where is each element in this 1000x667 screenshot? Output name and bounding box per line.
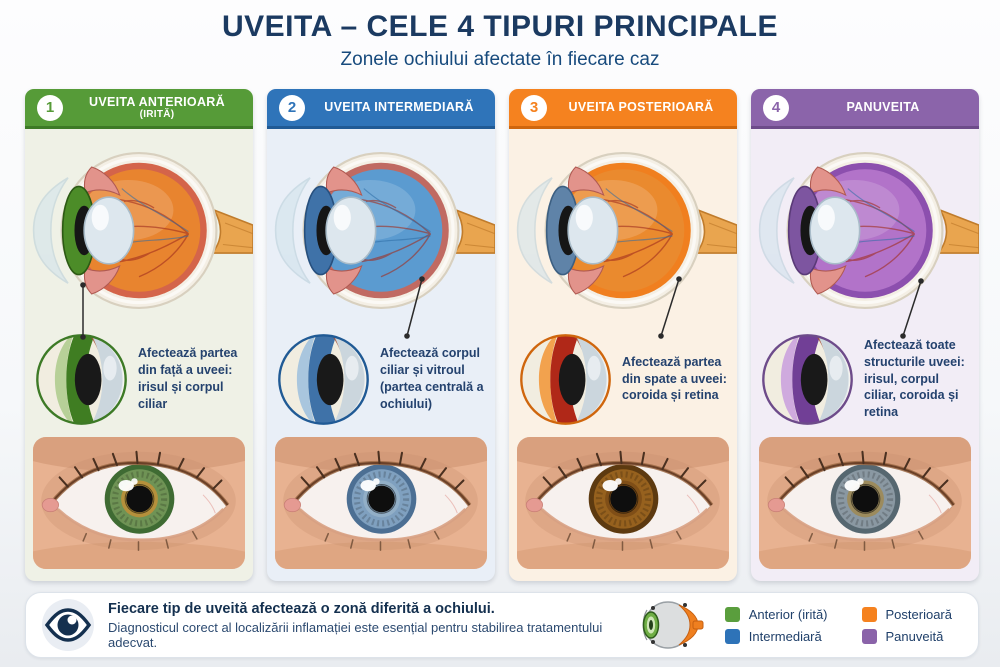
- footer-texts: Fiecare tip de uveită afectează o zonă d…: [108, 601, 627, 650]
- eye-cross-section-icon: [751, 139, 979, 322]
- card-header: 3 UVEITA POSTERIOARĂ: [509, 89, 737, 129]
- legend-label: Posterioară: [885, 606, 952, 622]
- eye-cross-section-icon: [25, 139, 253, 322]
- card-uveita-intermediara: 2 UVEITA INTERMEDIARĂ Afectează corpul c…: [267, 89, 495, 581]
- eye-photo: [33, 437, 245, 569]
- legend-label: Panuveită: [885, 628, 944, 644]
- legend-item-intermediara: Intermediară: [724, 628, 828, 644]
- zoom-detail-circle-icon: [760, 332, 855, 427]
- zoom-detail-circle-icon: [34, 332, 129, 427]
- card-description: Afectează corpul ciliar și vitroul (part…: [380, 346, 484, 411]
- eye-cross-section-icon: [267, 139, 495, 322]
- legend-item-anterior: Anterior (irită): [724, 606, 828, 622]
- card-uveita-anterioara: 1 UVEITA ANTERIOARĂ (IRITĂ) Afectează pa…: [25, 89, 253, 581]
- eye-photo-illustration: [517, 437, 729, 569]
- cards-row: 1 UVEITA ANTERIOARĂ (IRITĂ) Afectează pa…: [25, 89, 979, 581]
- page-subtitle: Zonele ochiului afectate în fiecare caz: [340, 49, 660, 70]
- eye-cross-section-illustration: [25, 129, 253, 325]
- eye-photo-illustration: [33, 437, 245, 569]
- footer-headline: Fiecare tip de uveită afectează o zonă d…: [108, 600, 495, 617]
- legend-item-panuveita: Panuveită: [861, 628, 952, 644]
- legend-label: Intermediară: [748, 628, 822, 644]
- card-header: 2 UVEITA INTERMEDIARĂ: [267, 89, 495, 129]
- card-header: 1 UVEITA ANTERIOARĂ (IRITĂ): [25, 89, 253, 129]
- number-badge: 4: [763, 94, 789, 121]
- eye-side-view-diagram-icon: [642, 601, 704, 649]
- footer-subtext: Diagnosticul corect al localizării infla…: [108, 619, 603, 650]
- card-title-line2: (IRITĂ): [139, 108, 175, 120]
- legend-swatch-intermediara: [724, 628, 740, 644]
- eye-cross-section-illustration: [267, 129, 495, 325]
- card-title: UVEITA INTERMEDIARĂ: [324, 100, 474, 115]
- card-panuveita: 4 PANUVEITA Afectează toate structurile …: [751, 89, 979, 581]
- legend-swatch-panuveita: [861, 628, 877, 644]
- eye-cross-section-illustration: [509, 129, 737, 325]
- eye-cross-section-icon: [509, 139, 737, 322]
- eye-cross-section-illustration: [751, 129, 979, 325]
- legend-label: Anterior (irită): [748, 606, 828, 622]
- eye-icon: [42, 599, 94, 651]
- number-badge: 2: [279, 94, 305, 121]
- detail-row: Afectează toate structurile uveei: irisu…: [751, 325, 979, 433]
- card-description: Afectează toate structurile uveei: irisu…: [864, 337, 965, 420]
- page-title: UVEITA – CELE 4 TIPURI PRINCIPALE: [221, 10, 779, 43]
- detail-row: Afectează partea din spate a uveei: coro…: [509, 325, 737, 433]
- legend-swatch-posterioara: [861, 606, 877, 622]
- eye-photo: [517, 437, 729, 569]
- card-title: UVEITA POSTERIOARĂ: [568, 100, 714, 115]
- number-badge: 3: [521, 94, 547, 121]
- footer-panel: Fiecare tip de uveită afectează o zonă d…: [25, 592, 979, 658]
- number-badge: 1: [37, 94, 63, 121]
- card-uveita-posterioara: 3 UVEITA POSTERIOARĂ Afectează partea di…: [509, 89, 737, 581]
- masthead: UVEITA – CELE 4 TIPURI PRINCIPALE Zonele…: [0, 0, 1000, 71]
- eye-photo-illustration: [275, 437, 487, 569]
- card-title: UVEITA ANTERIOARĂ: [89, 94, 225, 109]
- card-description: Afectează partea din față a uveei: irisu…: [138, 346, 238, 411]
- eye-photo-illustration: [759, 437, 971, 569]
- legend: Anterior (irită) Intermediară Posterioar…: [724, 606, 952, 644]
- eye-photo: [275, 437, 487, 569]
- card-description: Afectează partea din spate a uveei: coro…: [622, 354, 727, 403]
- detail-row: Afectează partea din față a uveei: irisu…: [25, 325, 253, 433]
- zoom-detail-circle-icon: [276, 332, 371, 427]
- zoom-detail-circle-icon: [518, 332, 613, 427]
- detail-row: Afectează corpul ciliar și vitroul (part…: [267, 325, 495, 433]
- legend-item-posterioara: Posterioară: [861, 606, 952, 622]
- eye-photo: [759, 437, 971, 569]
- card-title: PANUVEITA: [846, 100, 920, 115]
- legend-swatch-anterior: [724, 606, 740, 622]
- card-header: 4 PANUVEITA: [751, 89, 979, 129]
